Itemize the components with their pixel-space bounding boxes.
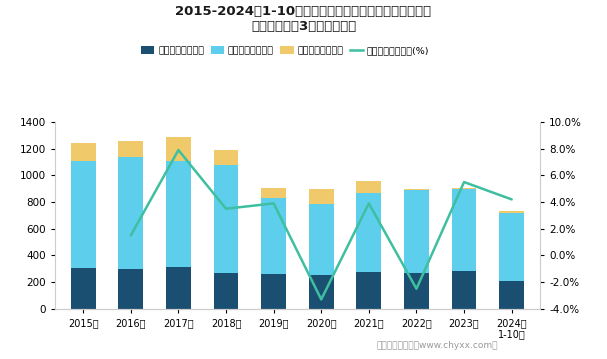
Bar: [500, 211, 524, 213]
Bar: [309, 204, 334, 275]
Bar: [261, 274, 286, 309]
Text: 备制造业企业3类费用统计图: 备制造业企业3类费用统计图: [251, 20, 356, 33]
Bar: [71, 268, 95, 309]
Bar: [214, 165, 239, 274]
Bar: [166, 137, 191, 161]
Bar: [166, 161, 191, 267]
Bar: [71, 143, 95, 161]
Bar: [166, 267, 191, 309]
Bar: [118, 157, 143, 269]
Bar: [452, 188, 476, 190]
Bar: [404, 189, 429, 190]
Bar: [356, 272, 381, 309]
Bar: [404, 190, 429, 274]
Bar: [404, 274, 429, 309]
Bar: [500, 213, 524, 281]
Bar: [214, 274, 239, 309]
Bar: [71, 161, 95, 268]
Bar: [261, 188, 286, 198]
Bar: [309, 189, 334, 204]
Bar: [356, 181, 381, 193]
Bar: [452, 190, 476, 271]
Bar: [214, 150, 239, 165]
Bar: [356, 193, 381, 272]
Bar: [500, 281, 524, 309]
Text: 2015-2024年1-10月铁路、船舶、航空航天和其他运输设: 2015-2024年1-10月铁路、船舶、航空航天和其他运输设: [175, 5, 432, 18]
Bar: [309, 275, 334, 309]
Text: 制图：智研咨询（www.chyxx.com）: 制图：智研咨询（www.chyxx.com）: [376, 341, 498, 350]
Bar: [118, 269, 143, 309]
Bar: [261, 198, 286, 274]
Bar: [452, 271, 476, 309]
Bar: [118, 141, 143, 157]
Legend: 销售费用（亿元）, 管理费用（亿元）, 财务费用（亿元）, 销售费用累计增长(%): 销售费用（亿元）, 管理费用（亿元）, 财务费用（亿元）, 销售费用累计增长(%…: [141, 46, 430, 55]
